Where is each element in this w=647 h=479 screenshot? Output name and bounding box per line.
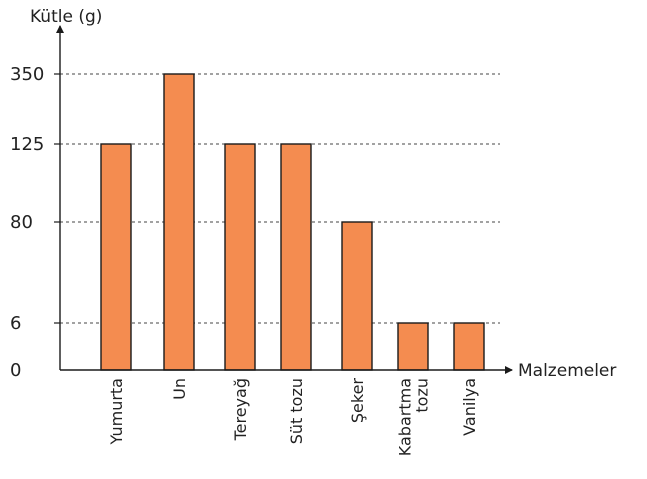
y-tick-label-6: 6	[10, 313, 21, 334]
x-axis-title: Malzemeler	[518, 361, 616, 381]
y-tick-label-125: 125	[10, 134, 44, 155]
x-category-label-6-line-1: Kabartma	[396, 378, 415, 456]
x-category-label-7: Vanilya	[460, 378, 479, 436]
y-tick-label-0: 0	[10, 360, 21, 381]
x-category-label-2: Un	[170, 378, 189, 400]
bar-6	[397, 322, 429, 371]
bar-7	[453, 322, 485, 371]
bar-1	[100, 143, 132, 371]
y-tick-label-80: 80	[10, 212, 33, 233]
y-axis-title: Kütle (g)	[30, 7, 102, 27]
x-category-label-4: Süt tozu	[287, 378, 306, 444]
x-category-label-1: Yumurta	[107, 378, 126, 445]
bar-2	[163, 73, 195, 371]
bar-3	[224, 143, 256, 371]
x-category-label-5: Şeker	[348, 378, 367, 424]
bar-5	[341, 221, 373, 371]
bar-4	[280, 143, 312, 371]
x-category-label-6-line-2: tozu	[413, 378, 432, 413]
y-tick-label-350: 350	[10, 64, 44, 85]
x-category-label-3: Tereyağ	[231, 378, 250, 441]
